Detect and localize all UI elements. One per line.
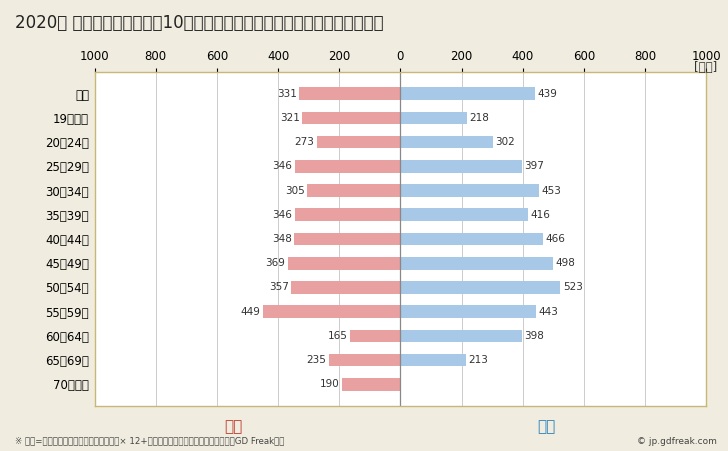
Bar: [400, 160, 522, 173]
Bar: [307, 184, 400, 197]
Text: 397: 397: [524, 161, 544, 171]
Text: 331: 331: [277, 89, 297, 99]
Text: 273: 273: [295, 137, 314, 147]
Text: 466: 466: [545, 234, 565, 244]
Text: 213: 213: [468, 355, 488, 365]
Text: 346: 346: [272, 161, 292, 171]
Bar: [294, 233, 400, 245]
Bar: [291, 281, 400, 294]
Text: [万円]: [万円]: [694, 61, 717, 74]
Bar: [328, 354, 400, 367]
Text: 416: 416: [530, 210, 550, 220]
Text: 2020年 民間企業（従業者数10人以上）フルタイム労働者の男女別平均年収: 2020年 民間企業（従業者数10人以上）フルタイム労働者の男女別平均年収: [15, 14, 383, 32]
Text: 357: 357: [269, 282, 289, 293]
Text: 302: 302: [495, 137, 515, 147]
Bar: [317, 136, 400, 148]
Text: 443: 443: [538, 307, 558, 317]
Text: 449: 449: [241, 307, 261, 317]
Bar: [350, 330, 400, 342]
Text: 男性: 男性: [537, 419, 555, 434]
Bar: [400, 281, 561, 294]
Text: 235: 235: [306, 355, 326, 365]
Text: 165: 165: [328, 331, 347, 341]
Bar: [302, 111, 400, 124]
Text: 453: 453: [542, 185, 561, 196]
Bar: [288, 257, 400, 270]
Bar: [400, 354, 465, 367]
Text: ※ 年収=「きまって支給する現金給与額」× 12+「年間賞与その他特別給与額」としてGD Freak推計: ※ 年収=「きまって支給する現金給与額」× 12+「年間賞与その他特別給与額」と…: [15, 437, 284, 446]
Bar: [342, 378, 400, 391]
Bar: [263, 305, 400, 318]
Text: 321: 321: [280, 113, 300, 123]
Bar: [400, 208, 528, 221]
Bar: [295, 160, 400, 173]
Text: 女性: 女性: [223, 419, 242, 434]
Text: 523: 523: [563, 282, 582, 293]
Bar: [400, 87, 534, 100]
Bar: [400, 233, 543, 245]
Bar: [295, 208, 400, 221]
Text: 346: 346: [272, 210, 292, 220]
Bar: [400, 257, 553, 270]
Text: © jp.gdfreak.com: © jp.gdfreak.com: [637, 437, 717, 446]
Text: 398: 398: [525, 331, 545, 341]
Text: 439: 439: [537, 89, 557, 99]
Text: 190: 190: [320, 379, 340, 389]
Bar: [400, 184, 539, 197]
Bar: [400, 111, 467, 124]
Bar: [400, 136, 493, 148]
Text: 348: 348: [272, 234, 291, 244]
Bar: [400, 330, 522, 342]
Text: 369: 369: [265, 258, 285, 268]
Bar: [400, 305, 536, 318]
Text: 498: 498: [555, 258, 575, 268]
Text: 305: 305: [285, 185, 305, 196]
Bar: [299, 87, 400, 100]
Text: 218: 218: [470, 113, 489, 123]
